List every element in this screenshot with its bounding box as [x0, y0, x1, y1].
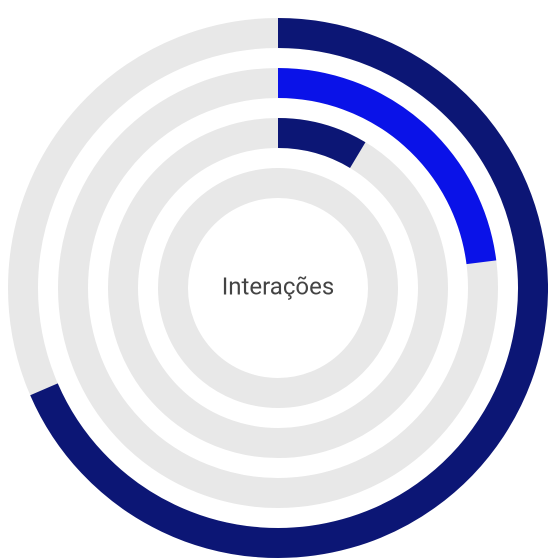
chart-title: Interações — [222, 272, 334, 300]
ring-bar — [277, 118, 366, 169]
track — [158, 168, 398, 408]
ring-bar — [30, 18, 548, 558]
ring-bar — [277, 68, 497, 265]
